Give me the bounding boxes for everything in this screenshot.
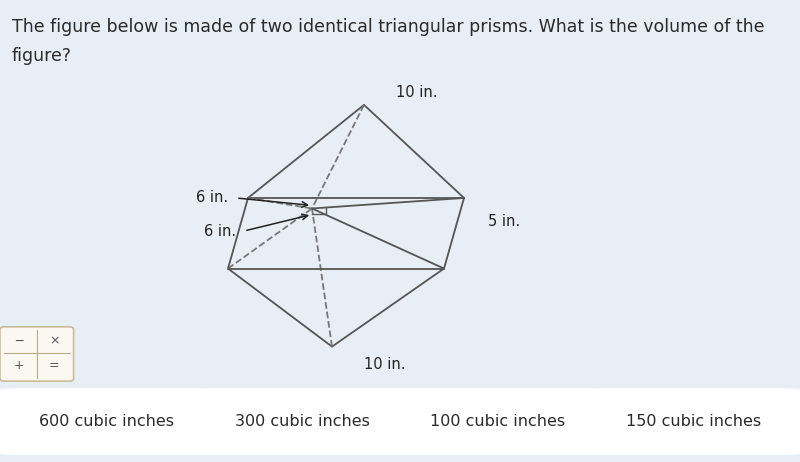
Text: ─: ─ <box>15 335 23 348</box>
Text: 150 cubic inches: 150 cubic inches <box>626 414 761 429</box>
FancyBboxPatch shape <box>385 389 611 455</box>
FancyBboxPatch shape <box>0 327 74 381</box>
Text: 100 cubic inches: 100 cubic inches <box>430 414 566 429</box>
Text: =: = <box>49 359 60 372</box>
Text: 5 in.: 5 in. <box>488 214 520 229</box>
Text: 300 cubic inches: 300 cubic inches <box>234 414 370 429</box>
Text: 600 cubic inches: 600 cubic inches <box>39 414 174 429</box>
Text: 6 in.: 6 in. <box>196 189 228 205</box>
FancyBboxPatch shape <box>581 389 800 455</box>
FancyBboxPatch shape <box>0 389 219 455</box>
Text: +: + <box>14 359 25 372</box>
Text: 10 in.: 10 in. <box>396 85 438 100</box>
Text: 6 in.: 6 in. <box>204 225 236 239</box>
Text: 10 in.: 10 in. <box>364 357 406 372</box>
Text: The figure below is made of two identical triangular prisms. What is the volume : The figure below is made of two identica… <box>12 18 765 36</box>
FancyBboxPatch shape <box>190 389 415 455</box>
Text: ×: × <box>49 335 60 348</box>
Text: figure?: figure? <box>12 47 72 65</box>
